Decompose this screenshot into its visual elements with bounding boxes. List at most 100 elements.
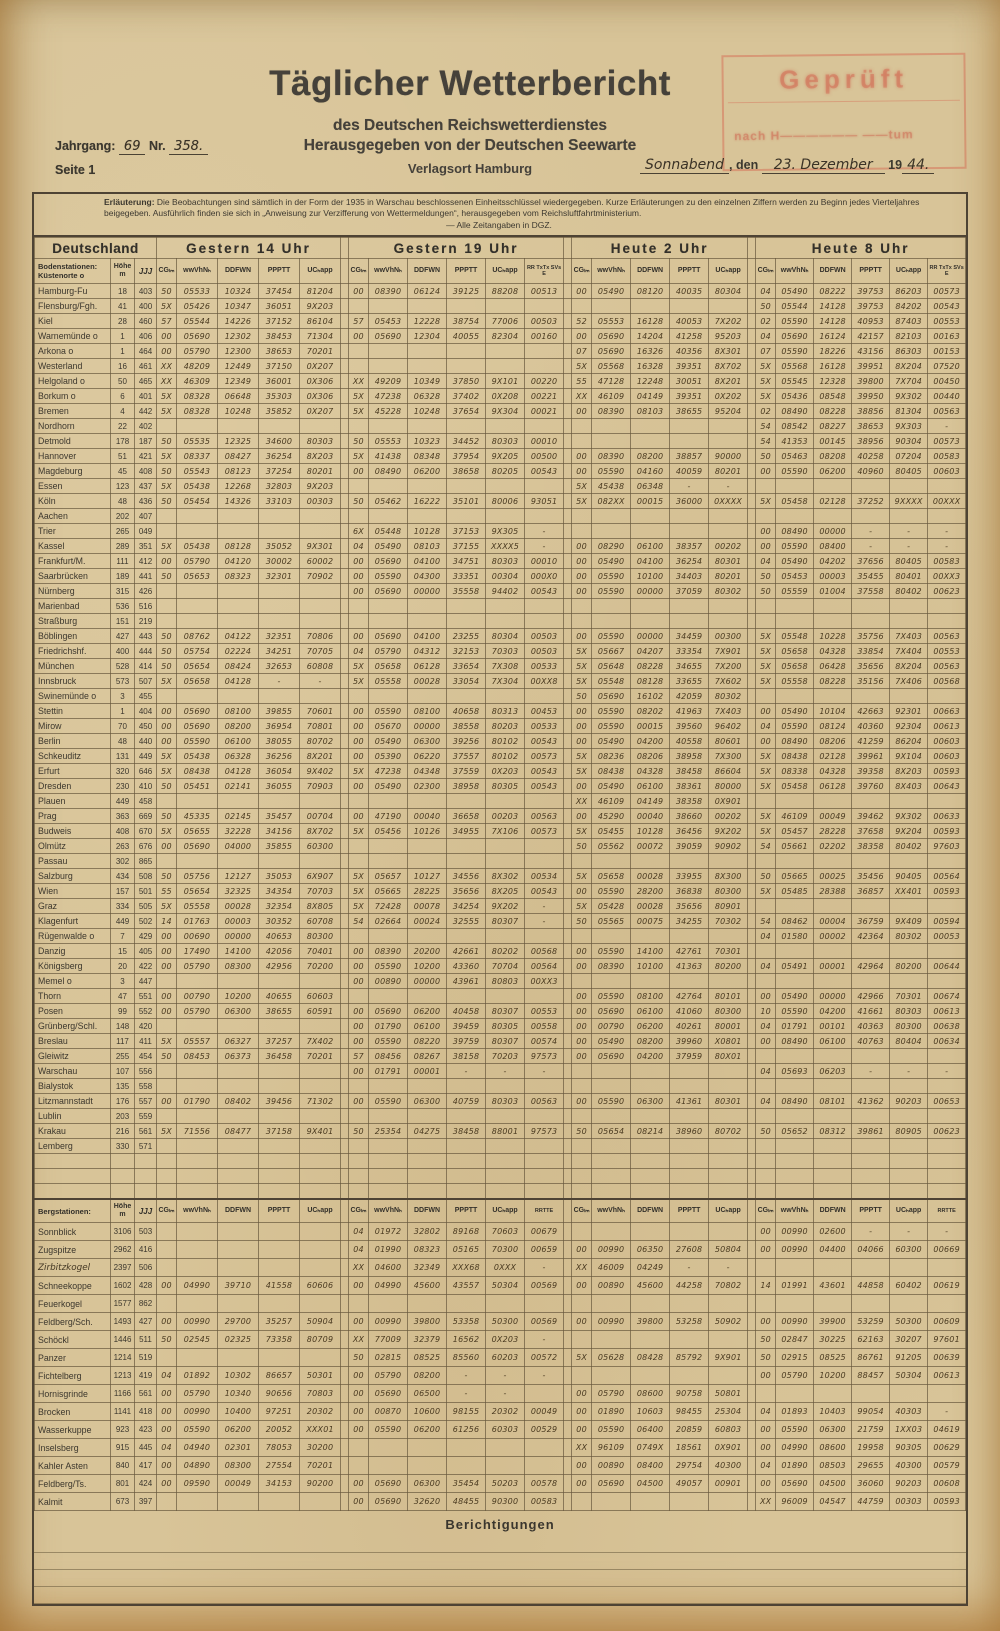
code-cell (485, 478, 526, 495)
code-cell (217, 418, 259, 435)
code-cell (851, 1258, 891, 1278)
code-cell (298, 1078, 342, 1095)
code-cell: 77006 (485, 313, 526, 330)
station-height: 840 (110, 1456, 135, 1476)
code-cell (669, 1294, 710, 1314)
code-cell (368, 478, 409, 495)
code-cell: 08206 (630, 748, 671, 765)
station-row: Klagenfurt 449 502 14 01763 00003 30352 60708 54… (34, 913, 967, 930)
code-cell (708, 928, 749, 945)
code-cell: 9X304 (485, 403, 526, 420)
code-cell: 38958 (446, 778, 487, 795)
code-cell (485, 343, 526, 360)
code-cell: 86303 (889, 343, 929, 360)
code-cell: 05590 (591, 628, 632, 645)
code-cell: 28388 (813, 883, 853, 900)
code-cell: 00025 (813, 868, 853, 885)
column-separator (563, 793, 573, 810)
station-height (110, 1153, 135, 1170)
code-cell (591, 298, 632, 315)
code-cell: 05652 (775, 1123, 815, 1140)
code-cell: 16124 (813, 328, 853, 345)
code-cell: 05590 (368, 568, 409, 585)
station-row: Schneekoppe 1602 428 00 04990 39710 41558 60606… (34, 1276, 967, 1296)
code-cell: 50801 (708, 1384, 749, 1404)
code-cell: 84202 (889, 298, 929, 315)
code-cell (368, 1108, 409, 1125)
code-cell (258, 418, 300, 435)
code-cell (524, 1456, 565, 1476)
code-cell: 00790 (176, 988, 218, 1005)
code-cell: 06124 (407, 283, 448, 300)
code-cell: 50 (156, 1330, 177, 1350)
column-separator (747, 1240, 757, 1260)
code-cell: 00573 (524, 823, 565, 840)
code-cell: 04619 (927, 1420, 967, 1440)
code-cell: 05543 (176, 463, 218, 480)
code-cell: 50300 (485, 1312, 526, 1332)
code-cell: 00 (571, 1402, 593, 1422)
code-cell: 14100 (630, 943, 671, 960)
code-cell: 37152 (258, 313, 300, 330)
code-cell: 00593 (927, 763, 967, 780)
station-name: Mirow (34, 718, 111, 735)
code-cell (524, 1168, 565, 1185)
code-cell: 08220 (407, 1033, 448, 1050)
code-cell: 05565 (591, 913, 632, 930)
column-separator (747, 1018, 757, 1035)
code-cell (524, 298, 565, 315)
code-cell: 00049 (217, 1474, 259, 1494)
code-cell: 38958 (669, 748, 710, 765)
code-cell (298, 1348, 342, 1368)
column-separator (747, 808, 757, 825)
station-height: 48 (110, 493, 135, 510)
code-cell: 04 (755, 1402, 777, 1422)
code-cell: - (485, 1384, 526, 1404)
code-cell: 70902 (298, 568, 342, 585)
code-cell: 00578 (524, 1474, 565, 1494)
code-cell: XX (348, 1330, 370, 1350)
code-cell (591, 418, 632, 435)
code-cell (407, 688, 448, 705)
code-cell: 02301 (217, 1438, 259, 1458)
column-separator (340, 943, 350, 960)
code-cell (851, 508, 891, 525)
column-separator (340, 643, 350, 660)
station-row: Kassel 289 351 5X 05438 08128 35052 9X301 04 0549… (34, 538, 967, 555)
code-cell: 1XX03 (889, 1420, 929, 1440)
station-jjj: 443 (134, 628, 157, 645)
code-cell: 01890 (775, 1456, 815, 1476)
code-cell: 04 (755, 283, 777, 300)
code-cell: 05693 (775, 1063, 815, 1080)
code-cell (813, 1048, 853, 1065)
code-cell: 40300 (889, 1456, 929, 1476)
column-separator (340, 493, 350, 510)
code-cell: 10200 (217, 988, 259, 1005)
code-cell: 70803 (298, 1384, 342, 1404)
code-cell (446, 1438, 487, 1458)
code-cell: 05590 (368, 1033, 409, 1050)
rr-header: RRTTE (524, 1198, 565, 1224)
code-cell (258, 1492, 300, 1512)
code-cell (851, 598, 891, 615)
code-cell (630, 1063, 671, 1080)
code-cell (298, 853, 342, 870)
code-cell (485, 1153, 526, 1170)
code-cell (591, 508, 632, 525)
code-cell (348, 613, 370, 630)
code-cell: 7X406 (889, 673, 929, 690)
code-cell (446, 793, 487, 810)
station-name: Danzig (34, 943, 111, 960)
column-separator (340, 808, 350, 825)
code-cell: 00563 (927, 658, 967, 675)
code-cell: 18561 (669, 1438, 710, 1458)
code-cell: 00593 (927, 883, 967, 900)
code-cell (156, 1168, 177, 1185)
code-cell: 00 (755, 463, 777, 480)
code-cell: 32555 (446, 913, 487, 930)
column-separator (747, 823, 757, 840)
subtitle-3: Verlagsort Hamburg (407, 161, 533, 176)
code-cell (156, 1222, 177, 1242)
code-cell: 00 (348, 1093, 370, 1110)
station-row: Brocken 1141 418 00 00990 10400 97251 20302 00 00… (34, 1402, 967, 1422)
